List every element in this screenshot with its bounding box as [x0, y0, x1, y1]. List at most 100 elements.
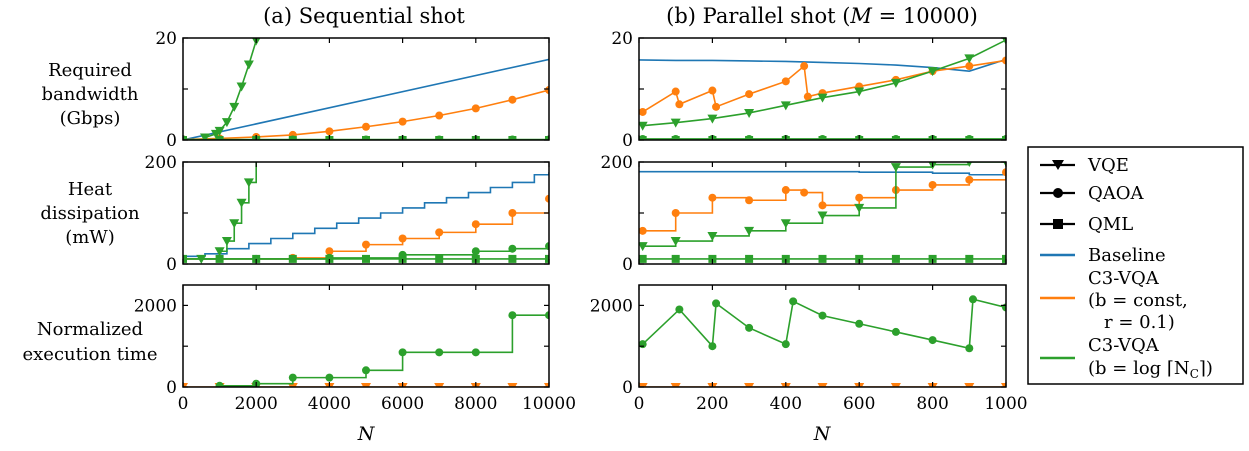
- row-label-heat: Heat dissipation (mW): [40, 179, 140, 248]
- par_heat-series-3-point: [965, 254, 974, 263]
- par_heat-series-3-point: [855, 254, 864, 263]
- seq_time-series-1-point: [435, 348, 444, 357]
- par_heat-series-3-point: [671, 254, 680, 263]
- seq_bw-series-0-line: [183, 58, 549, 140]
- seq_time-series-1-point: [545, 311, 549, 320]
- seq_heat-series-1-point: [471, 220, 480, 229]
- seq_time-ytick-label: 2000: [134, 296, 177, 316]
- svg-text:(b = log ⌈NC⌉): (b = log ⌈NC⌉): [1088, 358, 1213, 381]
- seq_heat-plot-area: [183, 153, 549, 264]
- par_time-xtick-label: 200: [696, 394, 728, 414]
- par_bw-series-2-point: [707, 114, 718, 124]
- par_heat-series-3-point: [1002, 254, 1006, 263]
- seq_time-series-1-point: [288, 373, 297, 382]
- seq_bw-series-1-point: [362, 122, 370, 131]
- par_heat-ytick-label: 200: [601, 153, 633, 173]
- par_bw-series-1-point: [803, 92, 812, 101]
- par_heat-series-1-point: [708, 193, 717, 202]
- left-title: (a) Sequential shot: [263, 4, 465, 28]
- row-label-time: Normalized execution time: [23, 319, 158, 365]
- par_bw-series-1-point: [675, 100, 684, 109]
- seq_heat-series-2-point: [214, 247, 225, 257]
- par_bw-series-4-point: [965, 136, 974, 140]
- par_time-series-1-point: [855, 319, 864, 328]
- seq_heat-series-4-point: [215, 254, 224, 263]
- par_heat-series-3-point: [745, 254, 754, 263]
- par_heat-series-1-point: [639, 226, 647, 235]
- par_bw-series-1-point: [800, 62, 809, 71]
- par_heat-series-2-point: [966, 162, 973, 167]
- seq_time-series-0-point: [434, 383, 445, 387]
- seq_bw-series-4-point: [362, 136, 370, 140]
- panel-seq-heat: 0 200: [145, 153, 550, 275]
- par_heat-series-1-point: [781, 186, 790, 195]
- svg-text:r = 0.1): r = 0.1): [1104, 312, 1175, 333]
- svg-text:Baseline: Baseline: [1088, 245, 1166, 266]
- seq_bw-series-1-point: [325, 127, 334, 136]
- par_time-series-0-point: [670, 383, 681, 387]
- legend-item-c3-const: C3-VQA (b = const, r = 0.1): [1040, 268, 1188, 333]
- par_bw-series-1-point: [1002, 56, 1006, 65]
- legend-frame: [1027, 146, 1244, 385]
- seq_heat-series-2-point: [251, 153, 261, 162]
- svg-text:(Gbps): (Gbps): [60, 108, 121, 129]
- seq_heat-series-4-point: [183, 254, 187, 263]
- seq_heat-series-3-point: [508, 244, 517, 253]
- seq_heat-ytick-label: 200: [145, 153, 177, 173]
- par_heat-series-1-point: [928, 180, 937, 189]
- seq_time-plot-area: [183, 311, 549, 387]
- par_bw-series-1-point: [639, 107, 647, 116]
- par_heat-series-3-point: [928, 254, 937, 263]
- par_bw-series-2-point: [639, 121, 648, 131]
- seq_time-series-0-point: [507, 383, 518, 387]
- seq_time-xtick-label: 2000: [235, 394, 278, 414]
- seq_bw-series-1-point: [398, 117, 407, 126]
- par_heat-series-2-point: [639, 242, 648, 252]
- par_bw-series-4-point: [891, 136, 900, 140]
- seq_heat-series-2-point: [236, 198, 247, 208]
- par_bw-series-1-point: [965, 62, 974, 71]
- right-title: (b) Parallel shot (M = 10000): [666, 4, 978, 28]
- svg-text:QAOA: QAOA: [1088, 183, 1145, 204]
- par_time-series-1-point: [818, 311, 827, 320]
- par_time-series-1-point: [708, 342, 717, 351]
- par_time-series-1-point: [891, 327, 900, 336]
- par_heat-ytick-label: 0: [622, 255, 633, 275]
- svg-text:Normalized: Normalized: [37, 319, 143, 340]
- seq_bw-series-1-point: [508, 95, 517, 104]
- svg-text:dissipation: dissipation: [40, 203, 140, 224]
- seq_heat-series-2-point: [221, 237, 232, 247]
- par_heat-series-1-point: [818, 201, 827, 210]
- seq_time-series-1-point: [362, 366, 370, 375]
- panel-par-time: 0 2000 0 200 400 600 800 1000: [590, 284, 1028, 414]
- par_time-series-0-point: [744, 383, 755, 387]
- seq_heat-ytick-label: 0: [166, 255, 177, 275]
- par_bw-series-2-point: [817, 93, 828, 103]
- legend-item-vqe: VQE: [1040, 155, 1129, 176]
- seq_time-series-0-point: [183, 383, 188, 387]
- par_bw-series-1-point: [781, 77, 790, 86]
- par_bw-series-1-line: [642, 59, 1006, 113]
- par_time-xtick-label: 400: [770, 394, 802, 414]
- par_heat-series-2-point: [854, 203, 865, 213]
- par_bw-frame: [638, 37, 1007, 141]
- par_bw-series-4-point: [671, 136, 680, 140]
- seq_time-xtick-label: 4000: [308, 394, 351, 414]
- par_heat-series-2-point: [707, 231, 718, 241]
- seq_heat-series-0-line: [183, 172, 549, 258]
- par_heat-series-1-line: [642, 172, 1006, 232]
- par_time-plot-area: [639, 295, 1006, 387]
- par_time-xtick-label: 800: [916, 394, 948, 414]
- panel-par-bandwidth: 0 20: [611, 29, 1007, 151]
- par_bw-series-1-point: [745, 90, 754, 99]
- par_time-series-0-point: [1001, 383, 1006, 387]
- seq_heat-series-3-point: [471, 247, 480, 256]
- par_time-series-1-point: [781, 340, 790, 349]
- svg-text:C3-VQA: C3-VQA: [1088, 268, 1160, 289]
- par_bw-series-1-point: [671, 87, 680, 96]
- legend-item-c3-log: C3-VQA (b = log ⌈NC⌉): [1040, 335, 1213, 381]
- par_heat-series-1-point: [745, 196, 754, 205]
- triangle-marker-icon: [1052, 160, 1064, 170]
- svg-text:execution time: execution time: [23, 344, 158, 365]
